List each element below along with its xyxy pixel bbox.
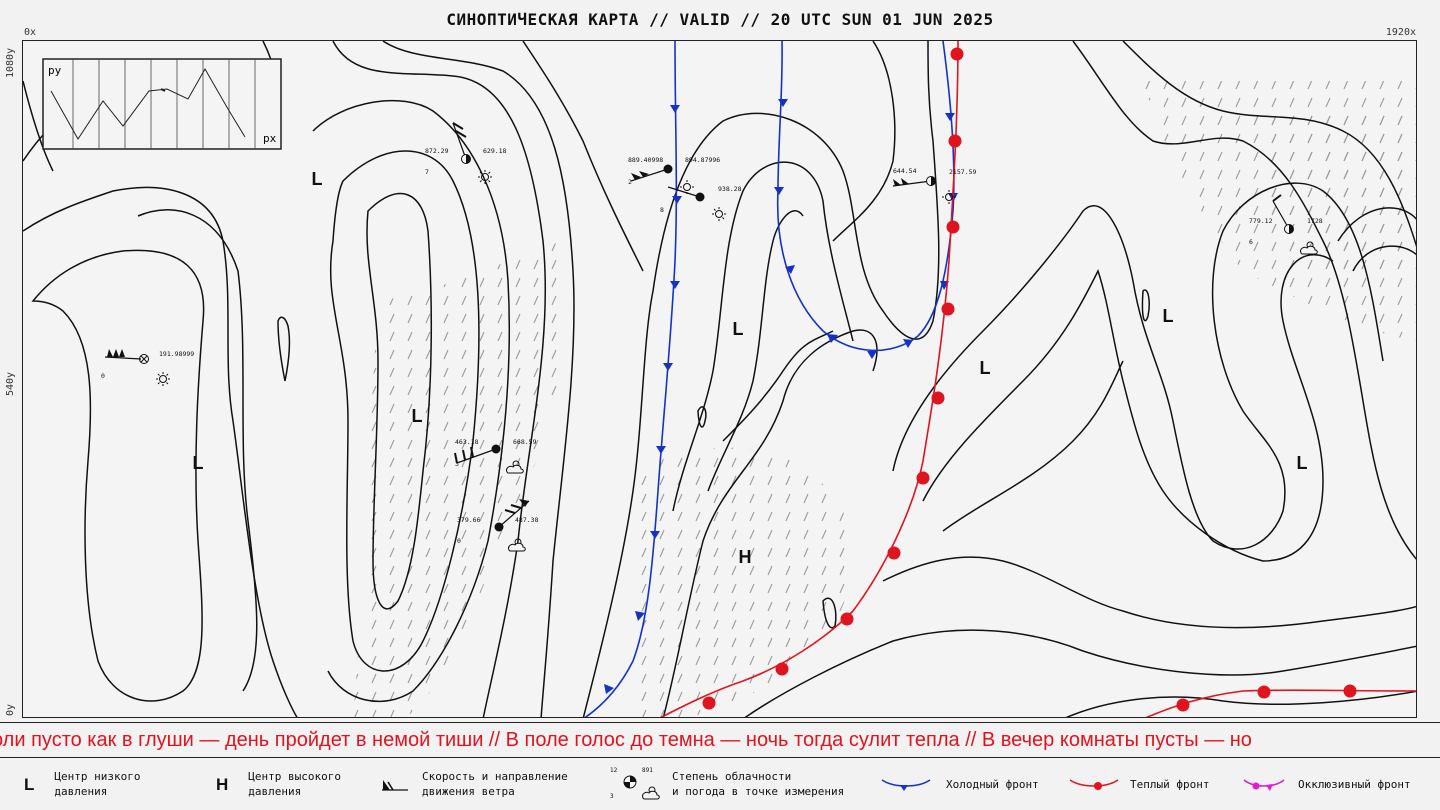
isobars xyxy=(23,41,1416,717)
partly-cloudy-icon xyxy=(642,786,660,800)
station-4[interactable]: 644.54 2157.59 xyxy=(892,167,976,204)
warm-front-icon xyxy=(1069,779,1119,790)
station-1-low: 7 xyxy=(425,168,429,176)
legend-cold-front: Холодный фронт xyxy=(880,758,1039,810)
pressure-center-high: H xyxy=(739,547,752,567)
y-axis-mid-label: 540y xyxy=(5,371,16,396)
y-axis-max-label: 1080y xyxy=(5,47,16,78)
station-1[interactable]: 872.29 629.18 7 xyxy=(425,122,507,184)
legend-high-text: Центр высокого давления xyxy=(248,770,341,798)
legend-cloud: 12 891 3 Степень облачности и погода в т… xyxy=(608,758,844,810)
legend-warm-front: Теплый фронт xyxy=(1068,758,1209,810)
legend-high-pressure: H Центр высокого давления xyxy=(216,758,341,810)
station-6[interactable]: 463.18 668.59 3 xyxy=(454,438,537,474)
map-legend: L Центр низкого давления H Центр высоког… xyxy=(0,758,1440,810)
pressure-center-low: L xyxy=(1297,453,1308,473)
pressure-center-low: L xyxy=(980,358,991,378)
legend-wind-text: Скорость и направление движения ветра xyxy=(422,770,568,798)
sun-icon xyxy=(156,372,170,386)
legend-occluded-text: Окклюзивный фронт xyxy=(1298,777,1411,791)
legend-occluded-front: Окклюзивный фронт xyxy=(1242,758,1411,810)
station-0[interactable]: 191.98999 0 xyxy=(101,349,194,386)
x-axis-min-label: 0x xyxy=(24,27,37,38)
ticker-text: оли пусто как в глуши — день пройдет в н… xyxy=(0,729,1252,751)
station-7-right: 487.38 xyxy=(515,516,539,524)
station-4-left: 644.54 xyxy=(893,167,917,175)
y-axis-min-label: 0y xyxy=(5,703,16,716)
station-2-low: 2 xyxy=(628,178,632,186)
station-3-low: 8 xyxy=(660,206,664,214)
station-0-low: 0 xyxy=(101,372,105,380)
station-1-right: 629.18 xyxy=(483,147,507,155)
station-6-low: 3 xyxy=(455,460,459,468)
precipitation-areas xyxy=(353,81,1416,717)
inset-x-label: px xyxy=(263,132,277,145)
sun-icon xyxy=(478,170,492,184)
station-5-low: 6 xyxy=(1249,238,1253,246)
pressure-center-low: L xyxy=(733,319,744,339)
inset-y-label: py xyxy=(48,64,62,77)
station-7[interactable]: 379.66 487.38 0 xyxy=(457,499,539,552)
station-4-right: 2157.59 xyxy=(949,168,976,176)
warm-fronts xyxy=(660,41,1416,717)
legend-low-text: Центр низкого давления xyxy=(54,770,141,798)
legend-cloud-right: 891 xyxy=(642,767,653,774)
partly-cloudy-icon xyxy=(508,538,526,552)
station-7-left: 379.66 xyxy=(457,516,481,524)
station-5-left: 779.12 xyxy=(1249,217,1273,225)
legend-cloud-bottom: 3 xyxy=(610,793,614,800)
legend-cloud-top: 12 xyxy=(610,767,618,774)
station-3-right: 938.28 xyxy=(718,185,742,193)
pressure-center-low: L xyxy=(412,406,423,426)
station-5-right: 1728 xyxy=(1307,217,1323,225)
map-panel[interactable]: py px xyxy=(22,40,1417,718)
legend-low-pressure: L Центр низкого давления xyxy=(24,758,140,810)
legend-warm-text: Теплый фронт xyxy=(1130,777,1210,791)
cold-front-icon xyxy=(881,779,931,791)
sun-icon xyxy=(712,207,726,221)
station-2-right: 894.87996 xyxy=(685,156,720,164)
station-6-right: 668.59 xyxy=(513,438,537,446)
cold-fronts xyxy=(584,41,958,717)
partly-cloudy-icon xyxy=(506,460,524,474)
pressure-center-low: L xyxy=(312,169,323,189)
legend-wind: Скорость и направление движения ветра xyxy=(380,758,568,810)
station-2[interactable]: 889.40998 894.87996 2 xyxy=(628,156,720,194)
station-7-low: 0 xyxy=(457,537,461,545)
legend-low-symbol: L xyxy=(24,774,35,794)
legend-cold-text: Холодный фронт xyxy=(946,777,1039,791)
pressure-center-low: L xyxy=(193,453,204,473)
wind-barb-icon xyxy=(382,780,408,791)
x-axis-max-label: 1920x xyxy=(1385,27,1416,38)
station-2-left: 889.40998 xyxy=(628,156,663,164)
occluded-front-icon xyxy=(1243,779,1285,791)
news-ticker: оли пусто как в глуши — день пройдет в н… xyxy=(0,722,1440,758)
partly-cloudy-icon xyxy=(1300,241,1318,255)
legend-high-symbol: H xyxy=(216,774,229,794)
station-1-left: 872.29 xyxy=(425,147,449,155)
pressure-center-low: L xyxy=(1163,306,1174,326)
station-model-icon: 12 891 3 xyxy=(610,767,660,800)
station-0-left: 191.98999 xyxy=(159,350,194,358)
map-title: СИНОПТИЧЕСКАЯ КАРТА // VALID // 20 UTC S… xyxy=(446,10,994,29)
station-3[interactable]: 938.28 8 xyxy=(660,185,742,221)
station-5[interactable]: 779.12 1728 6 xyxy=(1249,194,1323,255)
inset-chart xyxy=(42,58,282,150)
station-6-left: 463.18 xyxy=(455,438,479,446)
sun-icon xyxy=(942,190,956,204)
legend-cloud-text: Степень облачности и погода в точке изме… xyxy=(672,770,845,798)
